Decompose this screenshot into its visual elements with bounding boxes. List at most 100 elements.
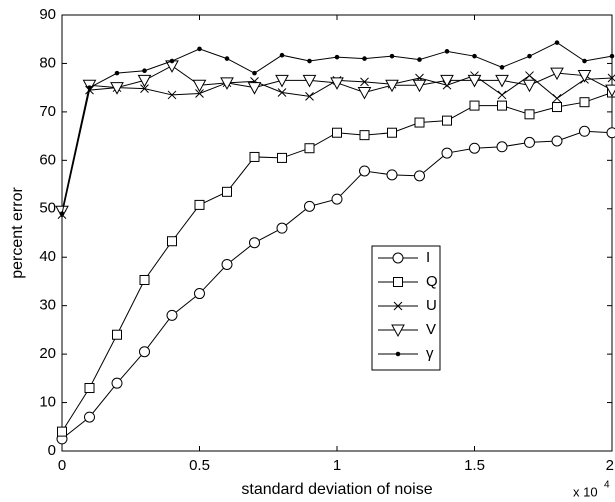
y-tick-label: 60 (39, 151, 56, 168)
marker (252, 70, 257, 76)
marker (606, 127, 615, 139)
marker (142, 68, 147, 74)
marker (497, 100, 507, 111)
y-tick-label: 70 (39, 103, 56, 120)
marker (522, 79, 537, 93)
marker (524, 109, 535, 120)
marker (167, 90, 177, 100)
marker (551, 135, 563, 147)
marker (550, 67, 564, 81)
legend-label: γ (426, 345, 434, 362)
marker (442, 115, 452, 126)
marker (302, 74, 317, 88)
x-tick-label: 0 (58, 457, 66, 474)
y-tick-label: 10 (39, 394, 56, 411)
marker (469, 142, 480, 154)
marker (469, 100, 480, 111)
marker (441, 147, 453, 159)
x-axis-label: standard deviation of noise (241, 481, 432, 498)
marker (609, 53, 615, 59)
marker (579, 125, 590, 137)
marker (249, 237, 260, 249)
marker (330, 77, 344, 90)
marker (224, 56, 230, 61)
x-multiplier: x 10 (573, 484, 598, 499)
marker (112, 329, 122, 340)
marker (166, 309, 178, 321)
marker (444, 49, 450, 54)
marker (579, 97, 590, 108)
marker (279, 52, 285, 58)
marker (110, 82, 124, 95)
marker (386, 169, 398, 181)
y-axis-label: percent error (9, 187, 26, 279)
marker (249, 151, 260, 162)
marker (334, 54, 340, 60)
x-multiplier-exponent: 4 (604, 480, 610, 491)
y-tick-label: 40 (39, 248, 56, 265)
marker (194, 288, 205, 300)
marker (192, 79, 207, 93)
marker (524, 136, 535, 148)
x-tick-label: 0.5 (189, 457, 210, 474)
marker (360, 77, 369, 87)
marker (440, 74, 454, 88)
marker (222, 186, 232, 197)
marker (497, 90, 507, 100)
marker (220, 77, 234, 90)
marker (140, 84, 149, 93)
marker (412, 79, 427, 93)
series-line (61, 130, 613, 440)
marker (359, 130, 370, 141)
marker (577, 70, 592, 83)
legend-marker (391, 324, 405, 338)
marker (527, 53, 532, 59)
y-tick-label: 30 (39, 297, 56, 314)
legend-label: I (426, 249, 430, 266)
marker (194, 199, 205, 210)
marker (247, 82, 262, 95)
marker (582, 58, 587, 64)
marker (221, 258, 233, 270)
marker (357, 87, 372, 100)
legend-label: Q (426, 273, 438, 290)
legend-marker (393, 301, 403, 311)
legend-marker (392, 252, 404, 264)
x-tick-label: 2 (606, 457, 614, 474)
marker (84, 383, 95, 394)
marker (467, 74, 482, 88)
marker (554, 40, 560, 45)
marker (59, 211, 65, 216)
marker (414, 170, 425, 182)
marker (139, 346, 150, 358)
marker (84, 411, 95, 423)
marker (362, 56, 367, 61)
legend-box (371, 245, 441, 371)
marker (472, 53, 477, 59)
marker (387, 127, 397, 138)
legend-label: U (426, 297, 437, 314)
y-tick-label: 0 (48, 442, 56, 459)
marker (495, 74, 509, 88)
marker (137, 74, 152, 88)
marker (389, 53, 395, 59)
marker (552, 102, 562, 113)
marker (276, 222, 288, 234)
marker (305, 92, 314, 101)
marker (525, 71, 534, 80)
marker (332, 127, 342, 138)
x-tick-label: 1.5 (464, 457, 485, 474)
marker (167, 236, 177, 247)
marker (275, 74, 289, 88)
y-tick-label: 90 (39, 6, 56, 23)
legend-label: V (426, 321, 436, 338)
marker (417, 57, 422, 62)
marker (139, 274, 150, 285)
marker (277, 88, 287, 97)
marker (87, 85, 92, 90)
marker (304, 200, 315, 212)
x-tick-label: 1 (333, 457, 341, 474)
marker (277, 152, 287, 163)
marker (114, 70, 120, 76)
marker (331, 193, 343, 205)
